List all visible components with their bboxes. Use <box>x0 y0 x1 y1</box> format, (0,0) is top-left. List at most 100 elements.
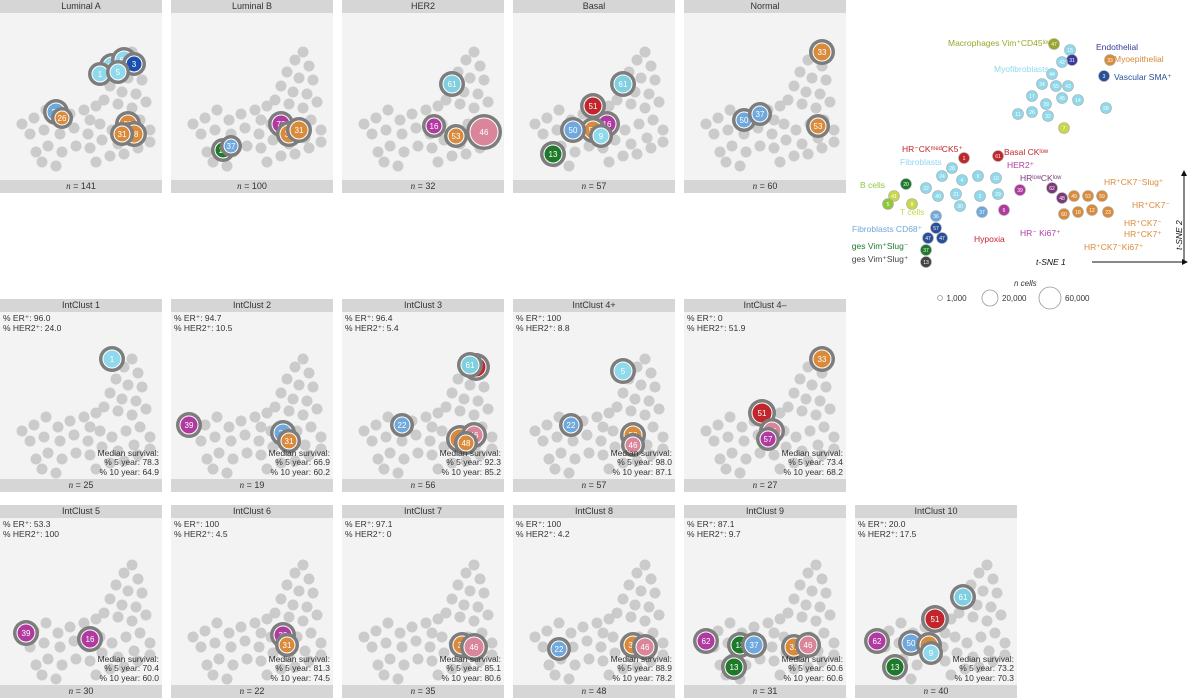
background-cluster-dot <box>722 431 734 443</box>
background-cluster-dot <box>36 156 48 168</box>
background-cluster-dot <box>301 395 313 407</box>
cluster-marker <box>543 144 563 164</box>
background-cluster-dot <box>800 86 812 98</box>
background-cluster-dot <box>609 441 621 453</box>
overview-cluster-id: 5 <box>887 202 890 208</box>
background-cluster-dot <box>211 411 223 423</box>
cluster-id-label: 16 <box>86 635 95 644</box>
background-cluster-dot <box>603 100 615 112</box>
background-cluster-dot <box>412 140 424 152</box>
overview-cluster-dot <box>958 152 970 164</box>
survival-heading: Median survival: <box>268 653 330 664</box>
background-cluster-dot <box>225 435 237 447</box>
background-cluster-dot <box>42 140 54 152</box>
overview-cluster-dot <box>972 170 984 182</box>
cluster-id-label: 51 <box>758 409 767 418</box>
background-cluster-dot <box>289 148 301 160</box>
background-cluster-dot <box>768 655 780 667</box>
overview-cluster-dot <box>1036 78 1048 90</box>
background-cluster-dot <box>794 66 806 78</box>
background-cluster-dot <box>708 128 720 140</box>
background-cluster-dot <box>529 631 541 643</box>
overview-cluster-id: 37 <box>979 210 985 216</box>
background-cluster-dot <box>255 449 267 461</box>
cluster-id-label: 50 <box>569 126 578 135</box>
background-cluster-dot <box>740 453 752 465</box>
cluster-id-label: 31 <box>295 126 304 135</box>
cluster-id-label: 53 <box>814 122 823 131</box>
overview-cluster-id: 20 <box>903 182 909 188</box>
background-cluster-dot <box>482 96 494 108</box>
er-positive-pct: % ER⁺: 100 <box>174 519 220 529</box>
background-cluster-dot <box>446 593 458 605</box>
background-cluster-dot <box>617 593 629 605</box>
background-cluster-dot <box>269 607 281 619</box>
overview-cluster-id: 13 <box>923 260 929 266</box>
cluster-id-label: 1 <box>98 70 103 79</box>
background-cluster-dot <box>543 659 555 671</box>
background-cluster-dot <box>635 379 647 391</box>
background-cluster-dot <box>987 573 999 585</box>
background-cluster-dot <box>116 86 128 98</box>
background-cluster-dot <box>788 80 800 92</box>
cluster-marker <box>463 636 485 658</box>
background-cluster-dot <box>303 573 315 585</box>
background-cluster-dot <box>104 457 116 469</box>
cluster-marker <box>223 138 239 154</box>
background-cluster-dot <box>828 431 840 443</box>
tsne-scatter: 7233311337 <box>187 46 327 172</box>
background-cluster-dot <box>311 609 323 621</box>
background-cluster-dot <box>635 585 647 597</box>
background-cluster-dot <box>482 609 494 621</box>
overview-cluster-id: 17 <box>1029 94 1035 100</box>
background-cluster-dot <box>474 60 486 72</box>
median-survival: Median survival:% 5 year: 85.1% 10 year:… <box>440 654 501 684</box>
overview-cluster-dot <box>998 204 1010 216</box>
background-cluster-dot <box>478 587 490 599</box>
overview-cluster-id: 4 <box>961 178 964 184</box>
background-cluster-dot <box>305 421 317 433</box>
background-cluster-dot <box>581 635 593 647</box>
background-cluster-dot <box>432 100 444 112</box>
cluster-id-label: 46 <box>629 441 638 450</box>
cell-type-label: HR⁻ Ki67⁺ <box>1020 228 1061 238</box>
background-cluster-dot <box>394 114 406 126</box>
background-cluster-dot <box>38 124 50 136</box>
background-cluster-dot <box>249 411 261 423</box>
background-cluster-dot <box>649 587 661 599</box>
overview-cluster-dot <box>1062 80 1074 92</box>
background-cluster-dot <box>358 631 370 643</box>
background-cluster-dot <box>446 150 458 162</box>
background-cluster-dot <box>366 641 378 653</box>
background-cluster-dot <box>297 409 309 421</box>
cell-type-label: HR⁺CK7⁻Ki67⁺ <box>1084 242 1144 252</box>
background-cluster-dot <box>824 609 836 621</box>
background-cluster-dot <box>820 587 832 599</box>
background-cluster-dot <box>810 102 822 114</box>
background-cluster-dot <box>720 463 732 475</box>
tsne2-axis-label: t-SNE 2 <box>1174 220 1184 250</box>
background-cluster-dot <box>241 653 253 665</box>
cluster-marker <box>102 349 122 369</box>
background-cluster-dot <box>78 104 90 116</box>
background-cluster-dot <box>315 431 327 443</box>
background-cluster-dot <box>235 415 247 427</box>
background-cluster-dot <box>90 100 102 112</box>
background-cluster-dot <box>30 146 42 158</box>
overview-cluster-id: 7 <box>1063 126 1066 132</box>
background-cluster-dot <box>239 635 251 647</box>
background-cluster-dot <box>625 611 637 623</box>
background-cluster-dot <box>541 112 553 124</box>
background-cluster-dot <box>818 421 830 433</box>
panel-title: IntClust 8 <box>513 505 675 518</box>
background-cluster-dot <box>802 455 814 467</box>
background-cluster-dot <box>90 613 102 625</box>
cluster-marker <box>798 635 818 655</box>
tsne1-axis-label: t-SNE 1 <box>1036 257 1066 267</box>
background-cluster-dot <box>132 655 144 667</box>
panel-sample-count: n = 100 <box>171 180 333 193</box>
overview-cluster-dot <box>1014 184 1026 196</box>
panel-sample-count: n = 30 <box>0 685 162 698</box>
cluster-marker <box>550 640 568 658</box>
background-cluster-dot <box>384 447 396 459</box>
